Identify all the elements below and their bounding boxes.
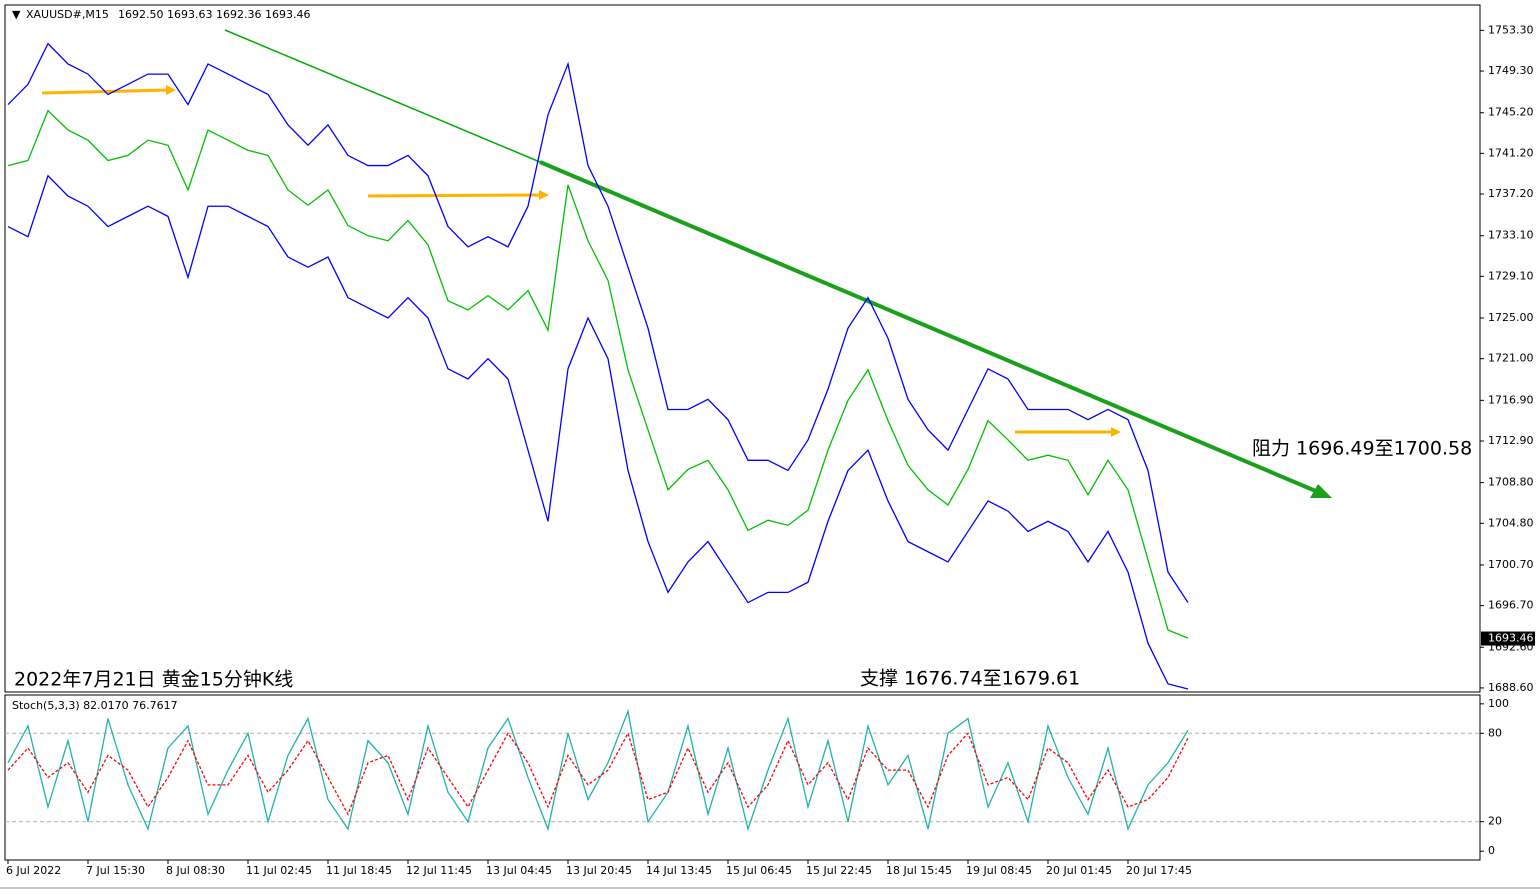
ohlc: 1692.50 1693.63 1692.36 1693.46 — [118, 8, 310, 21]
y-tick-label: 1700.70 — [1488, 558, 1534, 571]
arrow-head — [539, 190, 549, 200]
last-price-box — [1481, 631, 1535, 646]
annotations — [41, 29, 1332, 498]
stoch-title: Stoch(5,3,3) 82.0170 76.7617 — [12, 699, 178, 712]
x-tick-label: 20 Jul 17:45 — [1126, 864, 1192, 877]
y-tick-label: 100 — [1488, 697, 1509, 710]
series-line — [7, 731, 1189, 816]
x-tick-label: 15 Jul 06:45 — [726, 864, 792, 877]
arrow-head — [1111, 427, 1121, 437]
x-tick-label: 12 Jul 11:45 — [406, 864, 472, 877]
y-tick-label: 1745.20 — [1488, 106, 1534, 119]
support-note: 支撑 1676.74至1679.61 — [860, 668, 1080, 690]
y-tick-label: 1737.20 — [1488, 187, 1534, 200]
x-tick-label: 20 Jul 01:45 — [1046, 864, 1112, 877]
y-tick-label: 1725.00 — [1488, 311, 1534, 324]
y-tick-label: 1749.30 — [1488, 64, 1534, 77]
symbol-arrow: ▼ — [12, 8, 21, 21]
trendline — [539, 160, 1319, 494]
chart-title: XAUUSD#,M15 — [26, 8, 109, 21]
arrow — [367, 193, 541, 198]
last-price-label: 1693.46 — [1488, 632, 1534, 645]
y-tick-label: 1753.30 — [1488, 23, 1534, 36]
x-tick-label: 6 Jul 2022 — [6, 864, 61, 877]
x-tick-label: 7 Jul 15:30 — [86, 864, 145, 877]
y-tick-label: 1712.90 — [1488, 434, 1534, 447]
x-tick-label: 13 Jul 04:45 — [486, 864, 552, 877]
y-tick-label: 1704.80 — [1488, 516, 1534, 529]
series-line — [7, 174, 1189, 690]
x-tick-label: 11 Jul 02:45 — [246, 864, 312, 877]
y-tick-label: 1708.80 — [1488, 476, 1534, 489]
y-tick-label: 1729.10 — [1488, 269, 1534, 282]
x-tick-label: 19 Jul 08:45 — [966, 864, 1032, 877]
resistance-note: 阻力 1696.49至1700.58 — [1252, 438, 1472, 460]
x-tick-label: 13 Jul 20:45 — [566, 864, 632, 877]
x-tick-label: 15 Jul 22:45 — [806, 864, 872, 877]
y-tick-label: 1741.20 — [1488, 146, 1534, 159]
y-tick-label: 1721.00 — [1488, 352, 1534, 365]
series-line — [7, 109, 1189, 639]
trendline — [224, 29, 541, 163]
y-tick-label: 1716.90 — [1488, 393, 1534, 406]
series-line — [7, 42, 1189, 603]
x-tick-label: 18 Jul 15:45 — [886, 864, 952, 877]
y-tick-label: 1688.60 — [1488, 681, 1534, 694]
y-tick-label: 20 — [1488, 815, 1502, 828]
x-tick-label: 11 Jul 18:45 — [326, 864, 392, 877]
y-tick-label: 1696.70 — [1488, 599, 1534, 612]
stoch-panel — [4, 694, 1481, 861]
y-tick-label: 80 — [1488, 726, 1502, 739]
arrow-head — [166, 85, 176, 95]
price-panel — [4, 4, 1481, 693]
caption: 2022年7月21日 黄金15分钟K线 — [14, 669, 293, 691]
y-tick-label: 1733.10 — [1488, 229, 1534, 242]
x-tick-label: 14 Jul 13:45 — [646, 864, 712, 877]
series-line — [7, 708, 1189, 832]
x-tick-label: 8 Jul 08:30 — [166, 864, 225, 877]
arrow-head — [1310, 484, 1332, 498]
y-tick-label: 0 — [1488, 844, 1495, 857]
